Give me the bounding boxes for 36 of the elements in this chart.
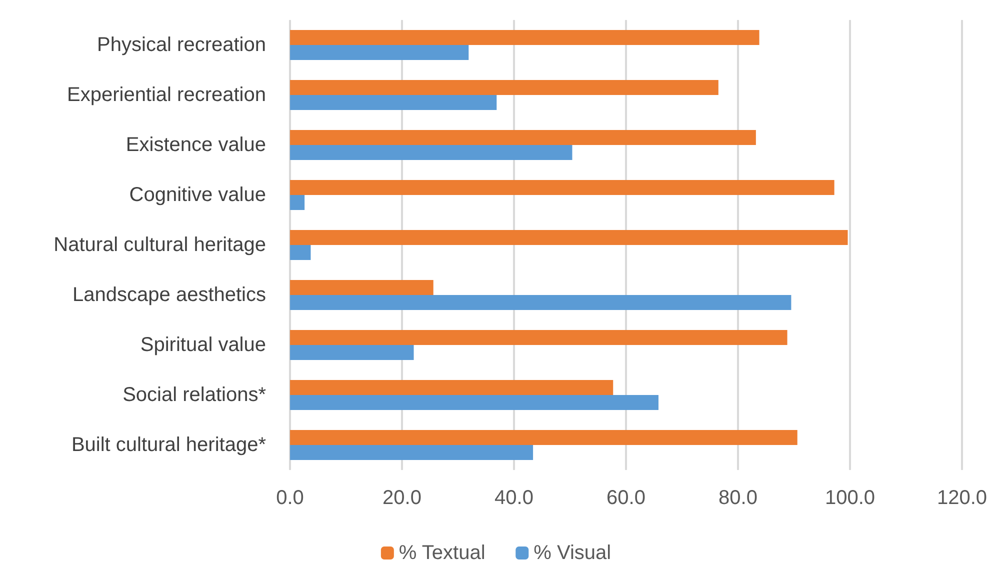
bar [290, 280, 434, 295]
x-tick-label: 120.0 [936, 487, 988, 509]
bar [290, 195, 305, 210]
bar [290, 330, 788, 345]
y-tick-label: Natural cultural heritage [54, 234, 266, 256]
bar [290, 95, 497, 110]
x-tick-label: 80.0 [718, 487, 758, 509]
bar [290, 45, 469, 60]
bar [290, 30, 760, 45]
bar [290, 130, 756, 145]
y-tick-label: Built cultural heritage* [71, 434, 266, 456]
y-tick-label: Cognitive value [129, 184, 266, 206]
y-tick-label: Physical recreation [97, 34, 266, 56]
y-tick-label: Landscape aesthetics [72, 284, 266, 306]
y-tick-label: Spiritual value [140, 334, 266, 356]
y-tick-label: Experiential recreation [67, 84, 266, 106]
x-tick-label: 20.0 [382, 487, 422, 509]
bar [290, 80, 718, 95]
bar [290, 245, 311, 260]
x-tick-label: 100.0 [824, 487, 876, 509]
y-tick-label: Existence value [126, 134, 266, 156]
bar [290, 380, 614, 395]
bar [290, 345, 414, 360]
y-tick-label: Social relations* [122, 384, 266, 406]
legend-label: % Visual [534, 542, 612, 564]
bar [290, 295, 792, 310]
x-tick-label: 40.0 [494, 487, 534, 509]
bar [290, 180, 834, 195]
bar [290, 430, 798, 445]
x-tick-label: 0.0 [276, 487, 304, 509]
bar [290, 395, 658, 410]
x-tick-label: 60.0 [606, 487, 646, 509]
legend-label: % Textual [398, 542, 486, 564]
bar [290, 445, 534, 460]
bar [290, 145, 572, 160]
bar [290, 230, 848, 245]
